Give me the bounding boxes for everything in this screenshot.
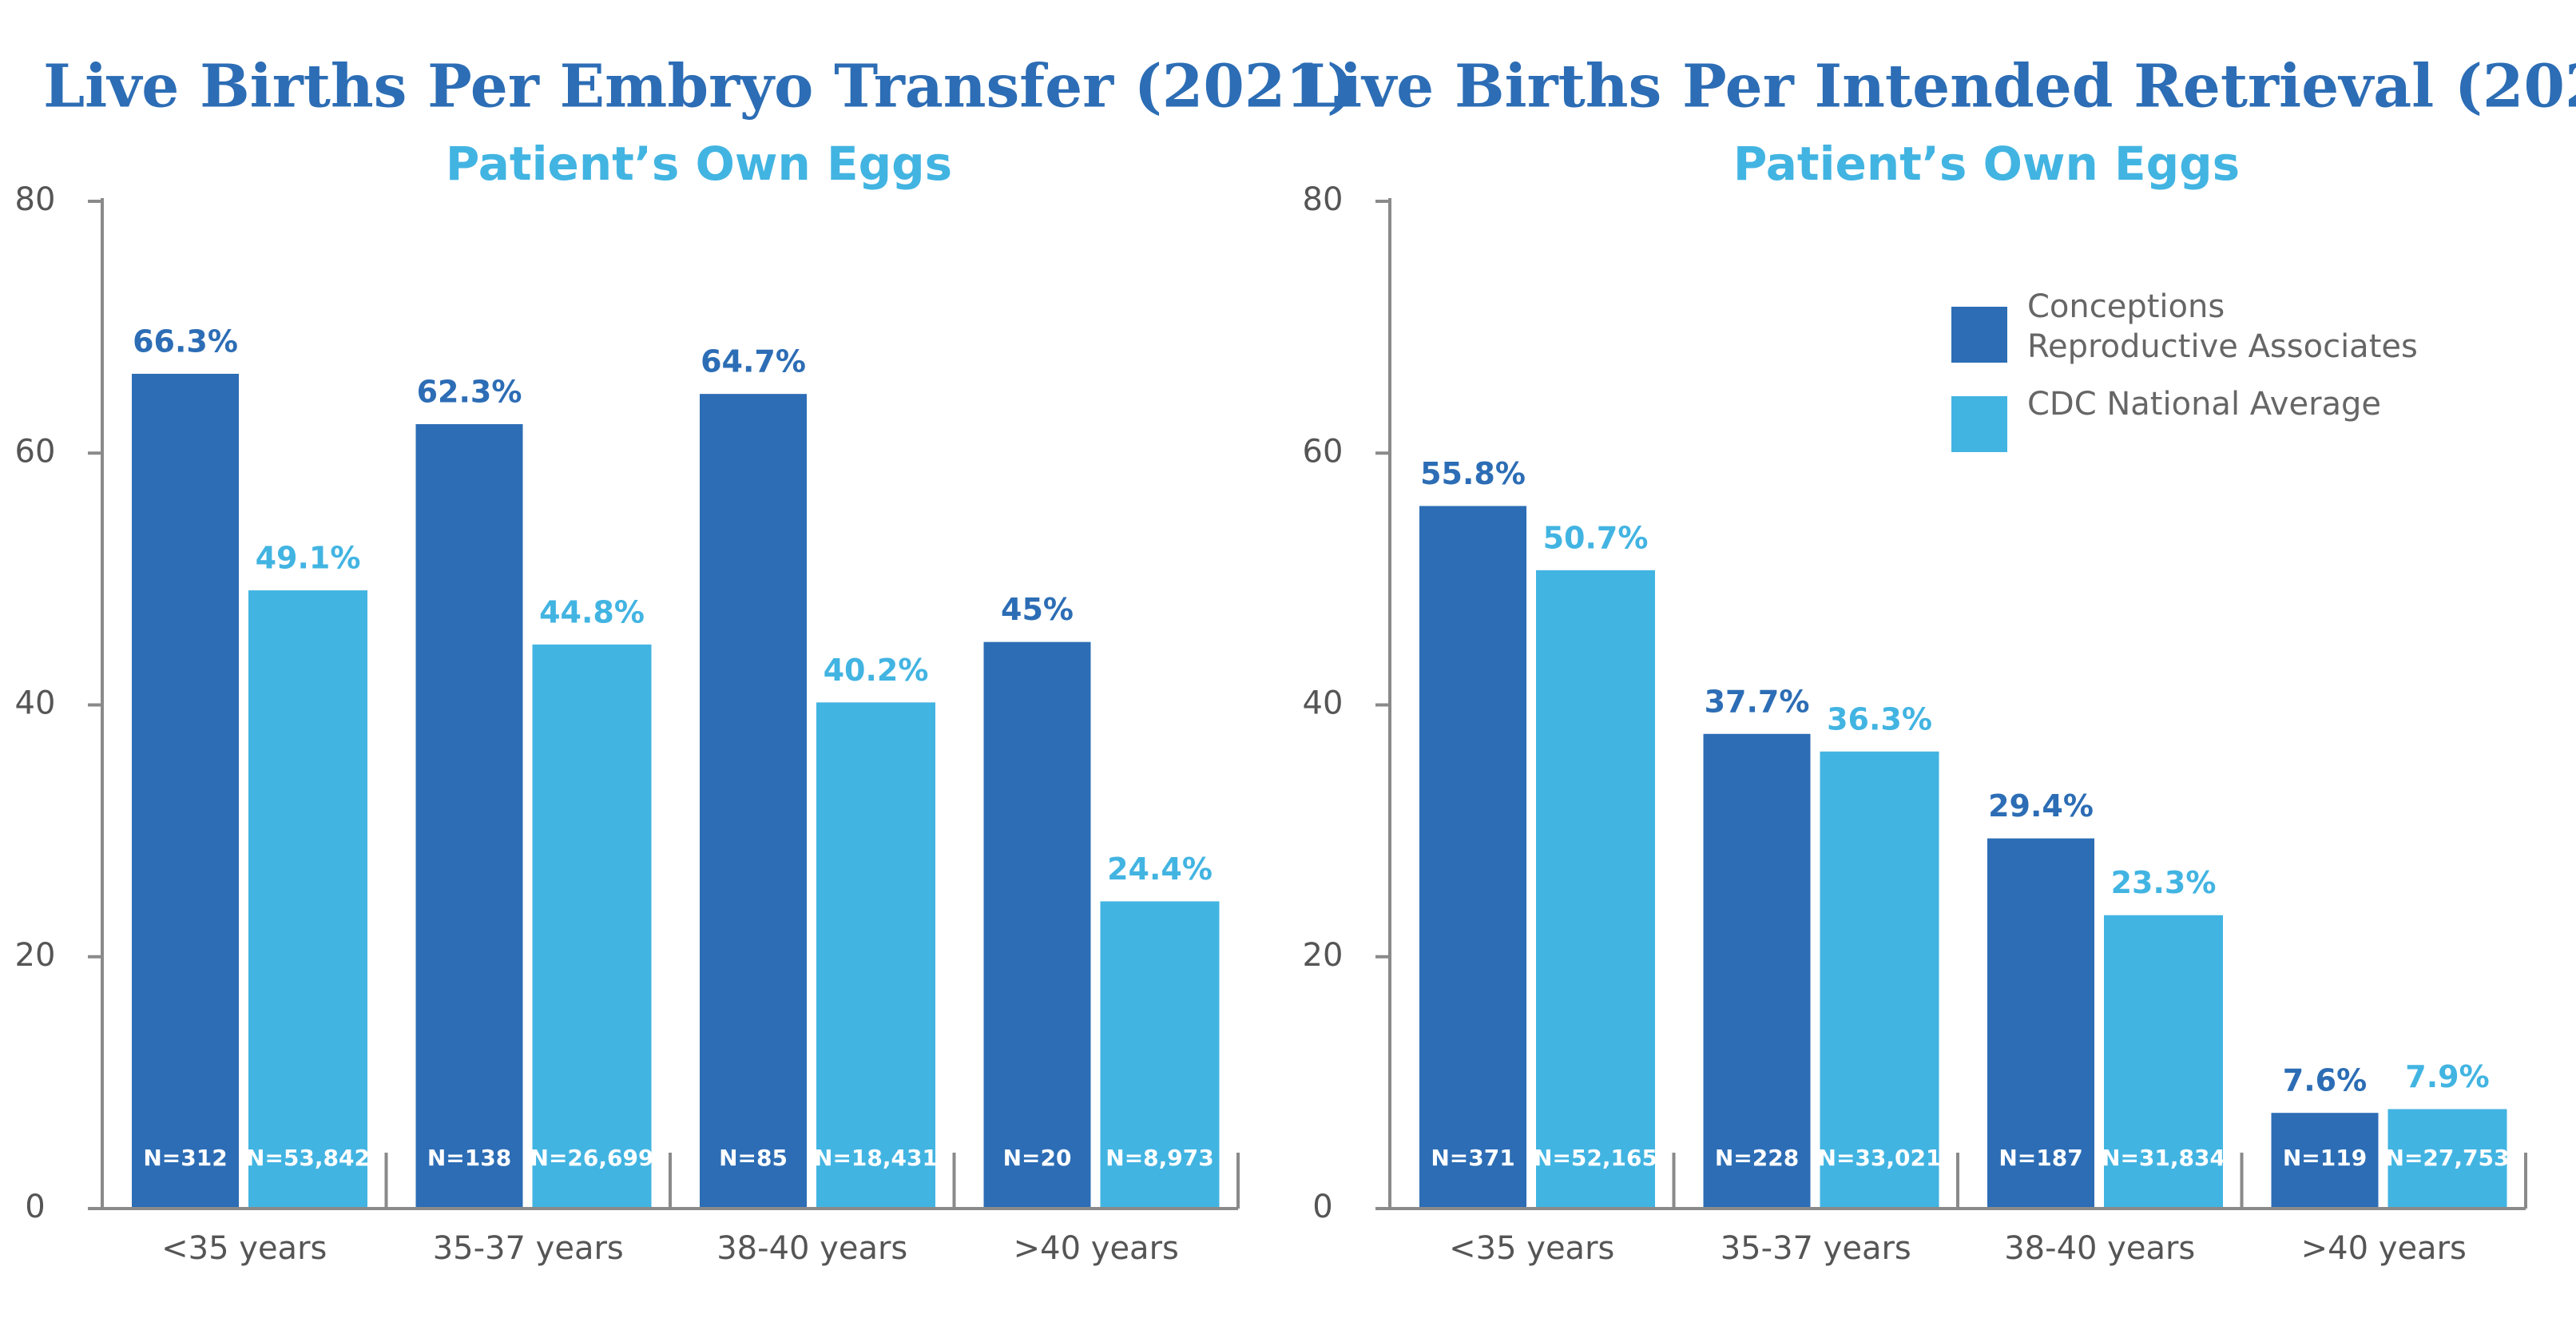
value-label: 45% bbox=[1001, 592, 1074, 627]
n-label: N=53,842 bbox=[246, 1145, 370, 1171]
y-tick-label: 60 bbox=[15, 433, 56, 470]
chart-subtitle: Patient’s Own Eggs bbox=[446, 137, 952, 191]
y-tick-label: 20 bbox=[15, 937, 56, 974]
value-label: 24.4% bbox=[1107, 852, 1213, 887]
n-label: N=33,021 bbox=[1818, 1145, 1942, 1171]
legend-entry: Conceptions Reproductive Associates bbox=[2027, 288, 2418, 365]
y-tick-label: 40 bbox=[1303, 685, 1344, 722]
n-label: N=52,165 bbox=[1534, 1145, 1657, 1171]
legend-entry: CDC National Average bbox=[2027, 386, 2382, 423]
chart-subtitle: Patient’s Own Eggs bbox=[1733, 137, 2240, 191]
chart-title: Live Births Per Embryo Transfer (2021) bbox=[43, 53, 1355, 121]
value-label: 23.3% bbox=[2111, 865, 2217, 900]
bar bbox=[532, 644, 652, 1209]
n-label: N=8,973 bbox=[1105, 1145, 1213, 1171]
bar bbox=[983, 641, 1091, 1209]
legend-swatch bbox=[1951, 396, 2007, 452]
y-tick-label: 20 bbox=[1303, 937, 1344, 974]
x-tick-label: <35 years bbox=[161, 1230, 327, 1267]
legend-text: Conceptions Reproductive Associates bbox=[2027, 288, 2418, 365]
value-label: 7.9% bbox=[2405, 1059, 2489, 1094]
bar bbox=[1703, 733, 1811, 1209]
bar bbox=[1536, 570, 1655, 1209]
bar bbox=[248, 590, 367, 1209]
bar bbox=[816, 702, 935, 1209]
n-label: N=312 bbox=[143, 1145, 227, 1171]
y-tick-label: 0 bbox=[1312, 1189, 1332, 1225]
bar bbox=[2387, 1109, 2507, 1209]
n-label: N=187 bbox=[1998, 1145, 2082, 1171]
value-label: 37.7% bbox=[1705, 684, 1810, 719]
y-tick-label: 80 bbox=[1303, 181, 1344, 218]
x-tick-label: <35 years bbox=[1449, 1230, 1614, 1267]
bar bbox=[2104, 915, 2223, 1209]
n-label: N=31,834 bbox=[2102, 1145, 2225, 1171]
value-label: 44.8% bbox=[539, 594, 645, 629]
x-tick-label: 38-40 years bbox=[2004, 1230, 2195, 1267]
y-tick-label: 80 bbox=[15, 181, 56, 218]
x-tick-label: 38-40 years bbox=[716, 1230, 907, 1267]
legend-swatch bbox=[1951, 307, 2007, 363]
bar bbox=[1419, 506, 1526, 1209]
x-tick-label: 35-37 years bbox=[433, 1230, 624, 1267]
y-tick-label: 40 bbox=[15, 685, 56, 722]
value-label: 29.4% bbox=[1988, 788, 2094, 824]
n-label: N=228 bbox=[1715, 1145, 1799, 1171]
x-tick-label: 35-37 years bbox=[1721, 1230, 1911, 1267]
x-tick-label: >40 years bbox=[2301, 1230, 2467, 1267]
value-label: 50.7% bbox=[1543, 520, 1649, 555]
n-label: N=18,431 bbox=[814, 1145, 938, 1171]
n-label: N=27,753 bbox=[2386, 1145, 2510, 1171]
value-label: 49.1% bbox=[256, 541, 361, 576]
y-tick-label: 0 bbox=[25, 1189, 45, 1225]
n-label: N=119 bbox=[2283, 1145, 2367, 1171]
x-tick-label: >40 years bbox=[1014, 1230, 1179, 1267]
legend-text: CDC National Average bbox=[2027, 386, 2382, 423]
value-label: 7.6% bbox=[2283, 1063, 2367, 1098]
bar bbox=[1987, 838, 2094, 1209]
value-label: 36.3% bbox=[1827, 701, 1932, 736]
bar bbox=[132, 373, 239, 1209]
bar bbox=[1820, 751, 1939, 1209]
value-label: 66.3% bbox=[133, 324, 238, 359]
value-label: 40.2% bbox=[824, 653, 929, 688]
value-label: 62.3% bbox=[417, 374, 522, 409]
bar bbox=[2271, 1113, 2379, 1209]
bar bbox=[700, 394, 807, 1209]
n-label: N=26,699 bbox=[530, 1145, 654, 1171]
n-label: N=85 bbox=[719, 1145, 788, 1171]
value-label: 55.8% bbox=[1420, 456, 1526, 491]
bar bbox=[1100, 901, 1220, 1209]
bar bbox=[415, 423, 523, 1209]
value-label: 64.7% bbox=[701, 344, 806, 379]
y-tick-label: 60 bbox=[1303, 433, 1344, 470]
n-label: N=371 bbox=[1431, 1145, 1514, 1171]
n-label: N=20 bbox=[1003, 1145, 1072, 1171]
n-label: N=138 bbox=[427, 1145, 511, 1171]
chart-title: Live Births Per Intended Retrieval (2021… bbox=[1298, 53, 2576, 121]
